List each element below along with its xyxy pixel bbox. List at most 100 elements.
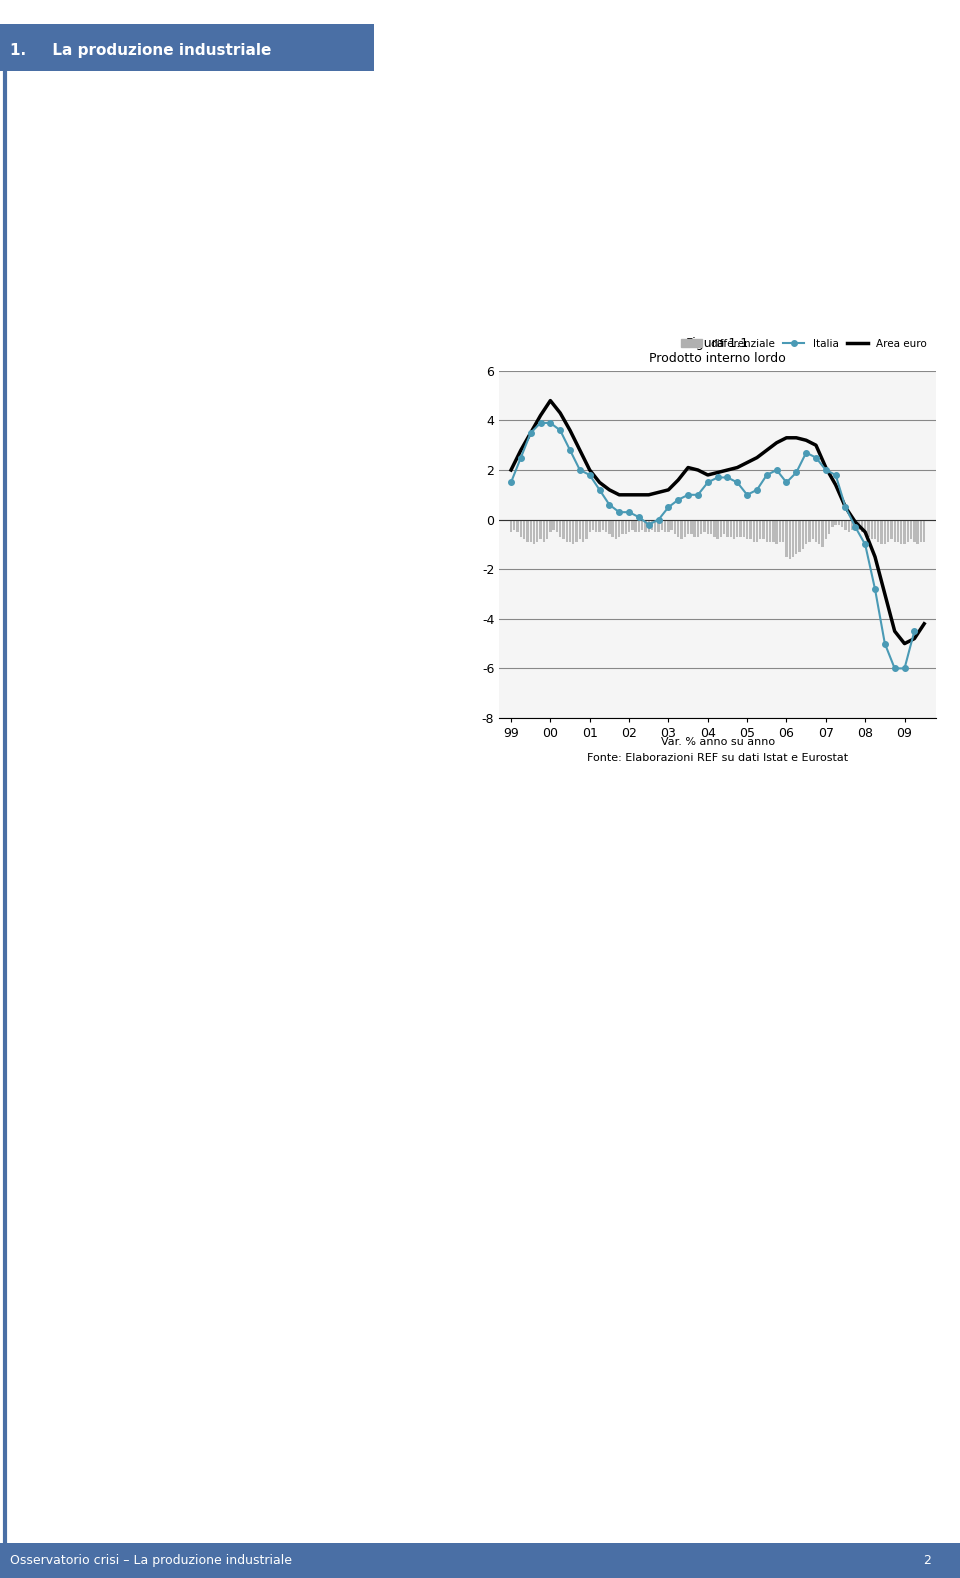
Bar [609,519,611,535]
Bar [897,519,900,541]
Text: Fonte: Elaborazioni REF su dati Istat e Eurostat: Fonte: Elaborazioni REF su dati Istat e … [587,753,849,762]
Bar [802,519,804,549]
Bar [598,519,601,532]
Text: Osservatorio crisi – La produzione industriale: Osservatorio crisi – La produzione indus… [10,1554,292,1567]
Bar [874,519,876,540]
Bar [906,519,909,541]
Legend: differenziale, Italia, Area euro: differenziale, Italia, Area euro [677,335,931,353]
Bar [762,519,765,540]
Bar [857,519,860,530]
Bar [614,519,617,540]
Bar [759,519,761,540]
Bar [894,519,896,541]
Bar [903,519,905,544]
Bar [700,519,703,535]
Bar [795,519,798,554]
Bar [677,519,680,537]
Bar [546,519,548,540]
Bar [864,519,866,535]
Bar [575,519,578,541]
Bar [674,519,676,535]
Bar [785,519,787,557]
Bar [736,519,738,537]
Bar [880,519,883,544]
Bar [565,519,568,541]
Bar [707,519,708,535]
Bar [749,519,752,540]
Bar [792,519,794,557]
Bar [591,519,594,530]
Bar [713,519,715,537]
Bar [644,519,647,532]
Bar [704,519,706,532]
Bar [913,519,916,541]
Bar [799,519,801,552]
Bar [828,519,830,535]
Bar [716,519,719,540]
Bar [772,519,775,541]
Bar [825,519,827,540]
Bar [563,519,564,540]
Bar [877,519,879,541]
Bar [848,519,850,532]
Text: 1.     La produzione industriale: 1. La produzione industriale [10,43,271,58]
Title: Figura 1.1
Prodotto interno lordo: Figura 1.1 Prodotto interno lordo [649,338,786,366]
Bar [628,519,631,532]
Bar [730,519,732,537]
Bar [559,519,562,537]
Bar [834,519,837,524]
Bar [788,519,791,559]
Bar [887,519,889,541]
Text: 2: 2 [924,1554,931,1567]
Bar [588,519,591,532]
Bar [854,519,856,527]
Bar [556,519,558,532]
Bar [651,519,653,530]
Bar [890,519,893,540]
Bar [586,519,588,540]
Bar [533,519,535,544]
Bar [838,519,840,524]
Bar [516,519,518,532]
Bar [681,519,683,540]
Bar [536,519,539,541]
Bar [658,519,660,532]
Bar [769,519,771,541]
Bar [804,519,807,544]
Bar [871,519,873,540]
Bar [526,519,529,541]
Bar [621,519,624,535]
Bar [654,519,657,532]
Bar [670,519,673,530]
Bar [727,519,729,537]
Bar [519,519,522,537]
Bar [687,519,689,535]
Bar [720,519,722,537]
Bar [631,519,634,530]
Bar [822,519,824,548]
Bar [693,519,696,537]
Bar [743,519,745,537]
Bar [523,519,525,540]
Bar [641,519,643,530]
Bar [605,519,608,532]
Bar [766,519,768,541]
Bar [637,519,640,532]
Bar [709,519,712,535]
Bar [811,519,814,540]
Bar [732,519,735,540]
Bar [660,519,663,530]
Bar [648,519,650,532]
Bar [753,519,755,541]
Bar [684,519,686,537]
Bar [513,519,516,530]
Bar [549,519,552,532]
Bar [815,519,817,541]
Bar [612,519,613,537]
Bar [831,519,833,527]
Bar [818,519,821,544]
Bar [861,519,863,532]
Bar [739,519,742,537]
Bar [542,519,545,541]
Bar [569,519,571,541]
